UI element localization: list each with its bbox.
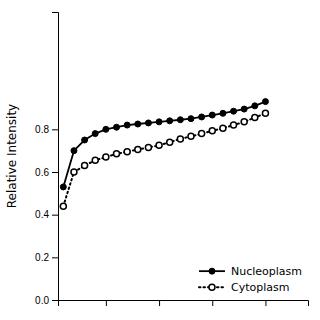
- series-point: [135, 121, 141, 127]
- x-tick: [106, 300, 107, 306]
- y-tick-mark: [52, 215, 58, 216]
- series-point: [252, 115, 258, 121]
- series-point: [71, 148, 77, 154]
- series-point: [252, 103, 258, 109]
- series-point: [82, 163, 88, 169]
- series-point: [135, 147, 141, 153]
- y-tick-label: 0.6: [35, 167, 49, 178]
- x-tick-mark: [212, 300, 213, 306]
- series-point: [188, 133, 194, 139]
- series-point: [177, 117, 183, 123]
- series-point: [220, 110, 226, 116]
- legend-item: Nucleoplasm: [199, 265, 302, 278]
- series-point: [60, 203, 66, 209]
- series-point: [199, 114, 205, 120]
- y-tick-mark: [52, 300, 58, 301]
- series-point: [103, 154, 109, 160]
- series-point: [209, 128, 215, 134]
- series-point: [167, 118, 173, 124]
- series-point: [60, 184, 66, 190]
- y-axis: 0.0 0.2 0.4 0.6 0.8: [35, 13, 58, 306]
- series-point: [262, 99, 268, 105]
- y-tick-label: 0.0: [35, 295, 49, 306]
- series-point: [156, 119, 162, 125]
- series-point: [241, 119, 247, 125]
- series-point: [220, 125, 226, 131]
- series-line: [63, 113, 265, 206]
- x-tick-mark: [159, 300, 160, 306]
- legend-marker: [209, 284, 215, 290]
- series-point: [82, 137, 88, 143]
- series-point: [241, 106, 247, 112]
- chart: 0.0 0.2 0.4 0.6 0.8 Relative Intensity Nucleop…: [0, 0, 320, 320]
- series-point: [231, 122, 237, 128]
- series-point: [188, 116, 194, 122]
- series-point: [145, 120, 151, 126]
- y-tick-mark: [52, 172, 58, 173]
- series-point: [262, 110, 268, 116]
- series-point: [124, 149, 130, 155]
- x-tick: [265, 300, 266, 306]
- y-tick: 0.4: [35, 209, 58, 220]
- y-tick-label: 0.4: [35, 209, 49, 220]
- y-tick-label: 0.2: [35, 252, 49, 263]
- x-tick: [159, 300, 160, 306]
- series-point: [114, 151, 120, 157]
- y-tick: 0.2: [35, 252, 58, 263]
- x-tick: [212, 300, 213, 306]
- y-tick: 0.8: [35, 124, 58, 135]
- series-point: [103, 126, 109, 132]
- series-point: [124, 122, 130, 128]
- series-point: [114, 124, 120, 130]
- y-tick-mark: [52, 257, 58, 258]
- series-point: [199, 131, 205, 137]
- series-point: [71, 169, 77, 175]
- y-tick: 0.6: [35, 167, 58, 178]
- legend-label: Nucleoplasm: [231, 265, 302, 278]
- legend: Nucleoplasm Cytoplasm: [199, 265, 302, 294]
- y-axis-title: Relative Intensity: [5, 104, 19, 208]
- x-tick-mark: [106, 300, 107, 306]
- y-axis-line: [52, 13, 59, 301]
- series-point: [167, 139, 173, 145]
- x-tick-mark: [265, 300, 266, 306]
- series-point: [145, 144, 151, 150]
- series-point: [156, 142, 162, 148]
- series-point: [92, 131, 98, 137]
- legend-item: Cytoplasm: [199, 281, 289, 294]
- series-point: [209, 112, 215, 118]
- series-point: [177, 136, 183, 142]
- legend-marker: [209, 268, 215, 274]
- y-tick-label: 0.8: [35, 124, 49, 135]
- x-axis: [59, 300, 309, 306]
- x-axis-line: [59, 301, 309, 307]
- plot-area: [60, 99, 268, 210]
- y-tick: 0.0: [35, 295, 58, 306]
- y-tick-mark: [52, 129, 58, 130]
- series-point: [231, 108, 237, 114]
- series-point: [92, 157, 98, 163]
- legend-label: Cytoplasm: [231, 281, 289, 294]
